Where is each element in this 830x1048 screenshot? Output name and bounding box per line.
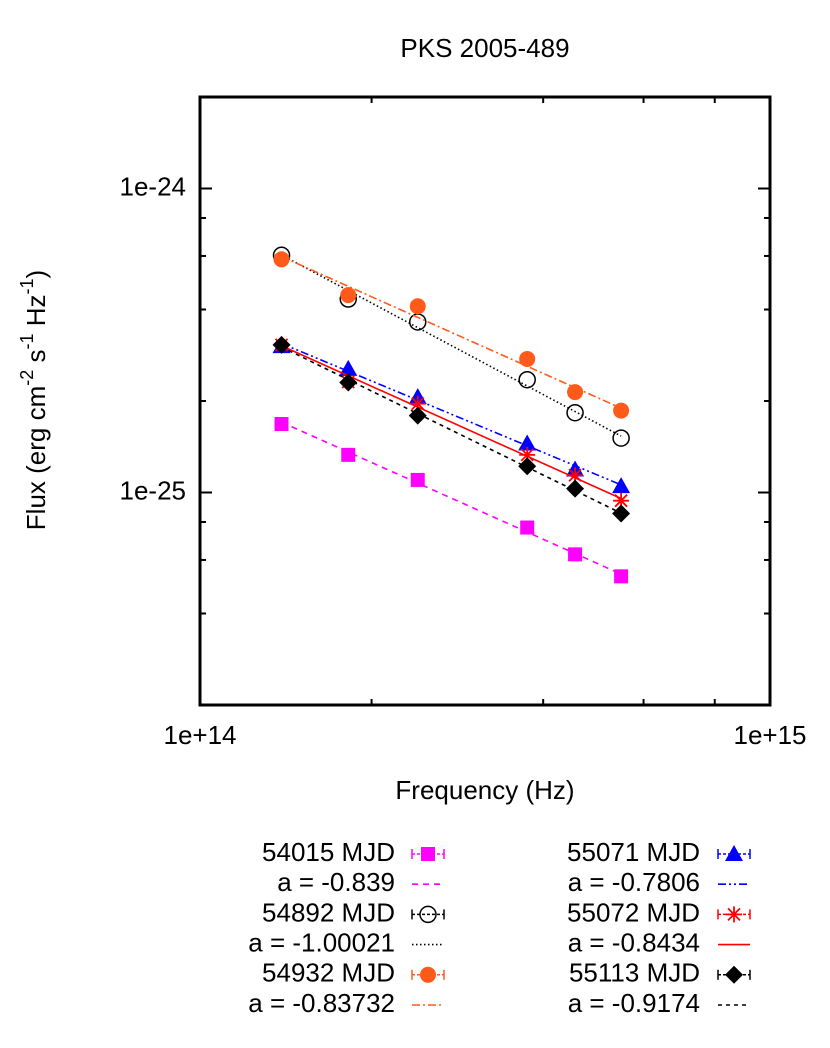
marker-open-circle xyxy=(419,905,437,924)
marker-square xyxy=(341,447,356,462)
marker-diamond xyxy=(272,335,291,354)
marker-star xyxy=(519,446,536,463)
marker-open-circle xyxy=(612,429,630,447)
legend-fit-label: a = -0.7806 xyxy=(568,867,700,897)
star-stroke xyxy=(727,907,741,922)
marker-triangle xyxy=(612,477,631,494)
legend-label: 55071 MJD xyxy=(567,837,700,867)
marker-circle xyxy=(613,402,630,419)
legend-fit-label: a = -1.00021 xyxy=(248,927,395,957)
marker-circle xyxy=(340,287,357,304)
marker-triangle xyxy=(518,434,537,451)
marker-square xyxy=(614,569,629,584)
marker-triangle xyxy=(339,359,358,376)
fit-line xyxy=(281,255,622,409)
marker-square xyxy=(274,417,289,432)
marker-diamond xyxy=(339,373,358,392)
y-tick-label: 1e-25 xyxy=(120,475,187,505)
marker-star xyxy=(409,395,426,412)
star-stroke xyxy=(411,397,425,411)
marker-star xyxy=(726,906,742,923)
plot-frame xyxy=(198,95,772,707)
fit-line xyxy=(281,346,622,514)
legend-fit-label: a = -0.839 xyxy=(277,867,395,897)
legend-fit-label: a = -0.83732 xyxy=(248,988,395,1018)
x-axis-label: Frequency (Hz) xyxy=(395,775,574,805)
y-label-part: -1 xyxy=(17,333,37,349)
chart-title: PKS 2005-489 xyxy=(400,33,569,63)
x-tick-label: 1e+15 xyxy=(733,720,806,750)
star-stroke xyxy=(614,494,628,508)
marker-circle xyxy=(519,350,536,367)
legend-label: 54892 MJD xyxy=(262,897,395,927)
marker-diamond xyxy=(725,965,743,984)
legend-label: 55113 MJD xyxy=(569,958,700,988)
legend-label: 54015 MJD xyxy=(262,837,395,867)
y-label-part: Flux (erg cm xyxy=(21,386,51,530)
marker-circle xyxy=(273,251,290,268)
marker-diamond xyxy=(518,457,537,476)
y-label-part: s xyxy=(21,349,51,369)
marker-open-circle xyxy=(408,313,427,331)
legend-fit-label: a = -0.9174 xyxy=(568,988,700,1018)
marker-square xyxy=(520,520,535,535)
star-stroke xyxy=(568,468,582,482)
marker-circle xyxy=(409,298,426,315)
marker-square xyxy=(568,547,583,562)
y-label-part: ) xyxy=(21,270,51,279)
fit-line xyxy=(281,254,622,437)
fit-line xyxy=(281,342,622,486)
fit-line xyxy=(281,421,622,575)
y-label-part: Hz xyxy=(21,294,51,333)
marker-square xyxy=(421,847,435,861)
y-label-part: -1 xyxy=(17,278,37,294)
marker-square xyxy=(410,472,425,487)
y-label-part: -2 xyxy=(17,370,37,386)
marker-circle xyxy=(420,966,436,983)
marker-open-circle xyxy=(518,370,536,389)
star-stroke xyxy=(520,448,534,462)
y-tick-label: 1e-24 xyxy=(120,171,187,201)
marker-triangle xyxy=(725,845,743,861)
legend-label: 54932 MJD xyxy=(262,958,395,988)
marker-diamond xyxy=(612,504,631,523)
y-axis-label: Flux (erg cm-2 s-1 Hz-1) xyxy=(17,270,51,530)
legend-label: 55072 MJD xyxy=(567,897,700,927)
marker-diamond xyxy=(566,479,585,498)
marker-open-circle xyxy=(566,403,584,422)
x-tick-label: 1e+14 xyxy=(163,720,236,750)
legend-fit-label: a = -0.8434 xyxy=(568,927,700,957)
marker-diamond xyxy=(408,406,427,425)
fit-line xyxy=(281,345,622,500)
marker-circle xyxy=(567,384,584,401)
